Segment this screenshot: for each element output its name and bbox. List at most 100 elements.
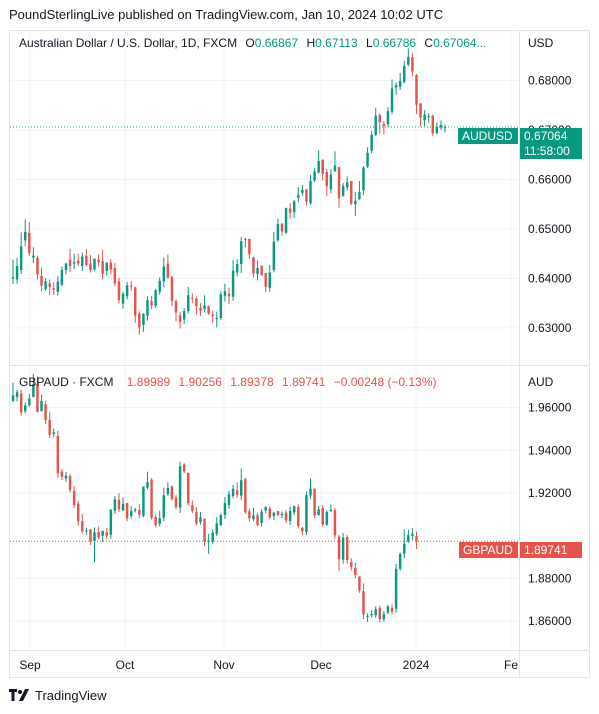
gbpaud-candle	[219, 513, 223, 526]
gbpaud-legend: GBPAUD · FXCM 1.89989 1.90256 1.89378 1.…	[19, 375, 436, 389]
audusd-candle	[407, 48, 410, 67]
audusd-candle	[305, 188, 308, 206]
gbpaud-candle	[60, 468, 64, 481]
gbpaud-candle	[223, 497, 227, 519]
audusd-candle	[272, 231, 276, 273]
audusd-candle	[280, 223, 284, 236]
gbpaud-candle	[398, 552, 402, 571]
audusd-candle	[150, 295, 153, 310]
gbpaud-candle	[207, 533, 210, 554]
gbpaud-candle	[407, 529, 410, 544]
audusd-candle	[366, 147, 369, 169]
gbpaud-candle	[125, 502, 129, 522]
audusd-candle	[223, 283, 227, 302]
audusd-candle	[36, 255, 39, 280]
gbpaud-candle	[280, 511, 284, 519]
gbpaud-candle	[354, 562, 357, 579]
audusd-candle	[125, 281, 129, 300]
audusd-candle	[81, 252, 84, 271]
audusd-candle	[439, 120, 443, 130]
audusd-candle	[93, 258, 96, 271]
audusd-symbol: Australian Dollar / U.S. Dollar, 1D, FXC…	[19, 36, 238, 50]
gbpaud-candle	[374, 606, 377, 618]
y-tick-label: 0.65000	[528, 222, 572, 236]
close-value: 0.67064...	[433, 36, 487, 50]
gbpaud-candle	[321, 505, 324, 527]
high-label: H	[306, 36, 316, 50]
audusd-candle	[170, 276, 174, 307]
gbpaud-candle	[272, 512, 276, 521]
audusd-candle	[52, 282, 55, 296]
audusd-candle	[215, 311, 218, 328]
chart-frame[interactable]	[9, 30, 590, 678]
x-tick-label: Dec	[310, 658, 331, 672]
gbpaud-candle	[24, 402, 27, 414]
audusd-candle	[199, 303, 202, 317]
gbpaud-close: 1.89741	[282, 375, 326, 389]
gbpaud-candle	[64, 471, 68, 482]
gbpaud-candle	[48, 412, 51, 439]
gbpaud-candle	[260, 509, 263, 527]
audusd-candle	[72, 253, 76, 270]
audusd-candle	[11, 259, 15, 284]
gbpaud-candle	[195, 507, 198, 526]
gbpaud-candle	[227, 490, 231, 509]
audusd-candle	[191, 293, 194, 304]
gbpaud-candle	[109, 509, 113, 539]
x-tick-label: Fe	[504, 658, 518, 672]
gbpaud-candle	[415, 531, 418, 549]
gbpaud-candle	[174, 494, 178, 510]
audusd-candle	[44, 278, 47, 291]
gbpaud-candle	[350, 558, 353, 571]
audusd-candle	[260, 265, 263, 276]
audusd-candle	[333, 151, 337, 172]
audusd-currency-label[interactable]: USD	[528, 36, 554, 50]
gbpaud-candle	[276, 510, 280, 517]
audusd-candle	[235, 259, 239, 277]
audusd-candle	[231, 260, 235, 301]
audusd-candles	[11, 48, 447, 335]
audusd-candle	[354, 191, 357, 217]
audusd-candle	[158, 277, 161, 295]
gbpaud-candle	[252, 507, 255, 521]
audusd-candle	[313, 168, 316, 182]
gbpaud-candle	[292, 505, 296, 516]
gbpaud-candle	[231, 484, 235, 499]
tradingview-brand: TradingView	[35, 688, 107, 703]
gbpaud-candle	[150, 478, 153, 520]
gbpaud-candle	[362, 583, 365, 620]
gbpaud-currency-label[interactable]: AUD	[528, 375, 554, 389]
audusd-candle	[166, 254, 170, 279]
gbpaud-candle	[154, 514, 157, 528]
audusd-candle	[288, 203, 292, 219]
gbpaud-high: 1.90256	[178, 375, 222, 389]
audusd-candle	[337, 167, 341, 208]
gbpaud-candle	[93, 527, 96, 563]
audusd-price-tag: 0.67064	[520, 128, 582, 144]
audusd-candle	[146, 296, 149, 321]
gbpaud-candle	[301, 526, 304, 536]
audusd-candle	[411, 53, 414, 77]
gbpaud-candle	[411, 528, 414, 541]
low-label: L	[366, 36, 373, 50]
y-tick-label: 1.88000	[528, 571, 572, 585]
audusd-candle	[317, 150, 320, 174]
close-label: C	[424, 36, 434, 50]
gbpaud-candle	[333, 508, 337, 539]
audusd-countdown-tag: 11:58:00	[520, 143, 582, 159]
gbpaud-candle	[178, 461, 182, 513]
x-tick-label: Oct	[116, 658, 135, 672]
audusd-candle	[134, 286, 137, 323]
y-tick-label: 0.66000	[528, 172, 572, 186]
gbpaud-candle	[162, 487, 166, 522]
x-tick-label: Nov	[213, 658, 234, 672]
gbpaud-candle	[191, 500, 194, 513]
audusd-candle	[105, 262, 108, 276]
gbpaud-candle	[305, 491, 308, 535]
x-tick-label: 2024	[403, 658, 430, 672]
audusd-candle	[345, 176, 349, 191]
audusd-candle	[40, 267, 43, 292]
audusd-candle	[264, 272, 267, 293]
publisher-caption: PoundSterlingLive published on TradingVi…	[9, 7, 444, 22]
